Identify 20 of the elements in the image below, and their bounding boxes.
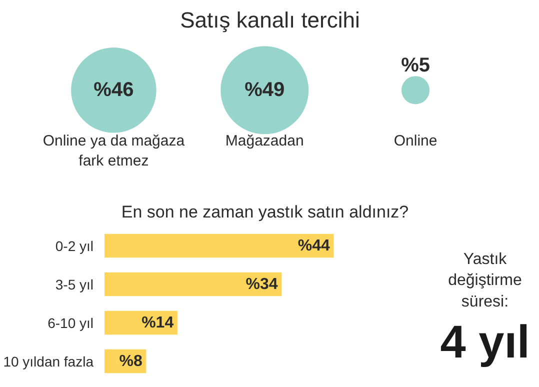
bar [104, 272, 282, 296]
chart-title: En son ne zaman yastık satın aldınız? [121, 202, 409, 222]
category-label: Online [394, 132, 438, 150]
data-label: %5 [401, 54, 430, 76]
y-tick-label: 3-5 yıl [55, 276, 94, 292]
y-tick-label: 10 yıldan fazla [3, 353, 94, 370]
category-label: Online ya da mağaza fark etmez [42, 132, 186, 170]
data-label: %49 [244, 79, 285, 102]
bar [104, 234, 334, 258]
y-tick-label: 6-10 yıl [48, 314, 94, 331]
data-label: %34 [246, 276, 278, 293]
data-label: %46 [94, 79, 134, 102]
y-tick-label: 0-2 yıl [55, 238, 94, 254]
data-label: %8 [119, 352, 142, 370]
data-label: %14 [142, 314, 174, 332]
category-label: Mağazadan [225, 132, 304, 150]
text: Satış kanalı tercihi [180, 8, 360, 32]
data-label: %44 [298, 237, 330, 254]
text: 4 yıl [440, 316, 530, 368]
text: Yastık değiştirme süresi: [448, 250, 522, 310]
